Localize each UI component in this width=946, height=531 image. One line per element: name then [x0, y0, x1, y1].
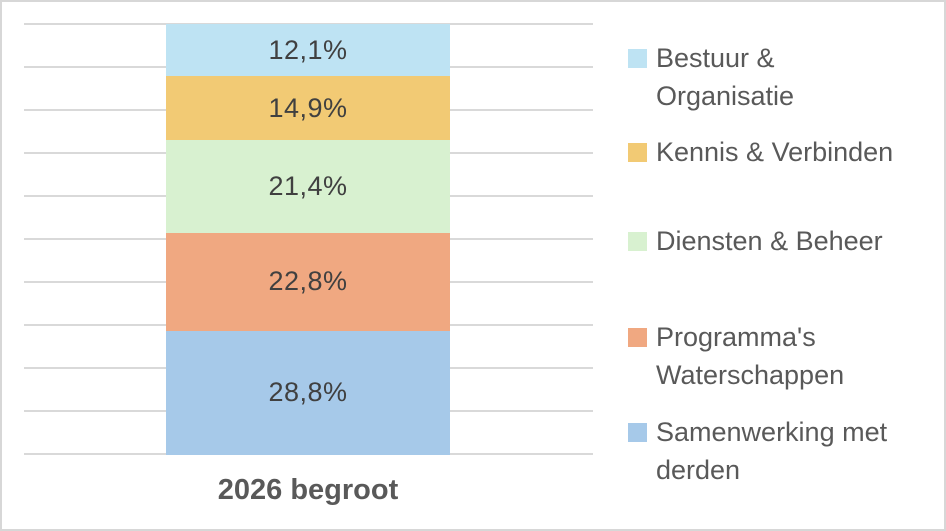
legend-swatch-icon [628, 232, 647, 251]
data-label: 14,9% [268, 92, 348, 123]
bar-segment-4: 22,8% [166, 232, 450, 331]
bar-segment-5: 28,8% [166, 330, 450, 455]
plot-area: 12,1% 14,9% 21,4% 22,8% 28,8% [24, 23, 593, 457]
legend-label: Programma's Waterschappen [656, 322, 845, 390]
legend-swatch-icon [628, 328, 647, 347]
legend-swatch-icon [628, 49, 647, 68]
legend-label: Bestuur & Organisatie [656, 43, 795, 111]
legend-label: Samenwerking met derden [656, 417, 888, 485]
legend-label: Kennis & Verbinden [656, 137, 894, 167]
legend-item-1: Bestuur & Organisatie [628, 39, 794, 115]
data-label: 22,8% [268, 266, 348, 297]
category-axis-label: 2026 begroot [217, 474, 399, 506]
legend-swatch-icon [628, 143, 647, 162]
data-label: 21,4% [268, 170, 348, 201]
bar-segment-1: 12,1% [166, 24, 450, 77]
data-label: 12,1% [268, 34, 348, 65]
legend-item-3: Diensten & Beheer [628, 222, 883, 260]
bar-segment-2: 14,9% [166, 76, 450, 141]
legend-item-4: Programma's Waterschappen [628, 318, 844, 394]
legend-swatch-icon [628, 423, 647, 442]
legend: Bestuur & Organisatie Kennis & Verbinden D… [628, 2, 936, 529]
legend-item-2: Kennis & Verbinden [628, 133, 893, 171]
legend-label: Diensten & Beheer [656, 226, 883, 256]
bar-segment-3: 21,4% [166, 140, 450, 233]
data-label: 28,8% [268, 377, 348, 408]
legend-item-5: Samenwerking met derden [628, 413, 887, 489]
stacked-bar-2026-begroot: 12,1% 14,9% 21,4% 22,8% 28,8% [166, 24, 450, 455]
